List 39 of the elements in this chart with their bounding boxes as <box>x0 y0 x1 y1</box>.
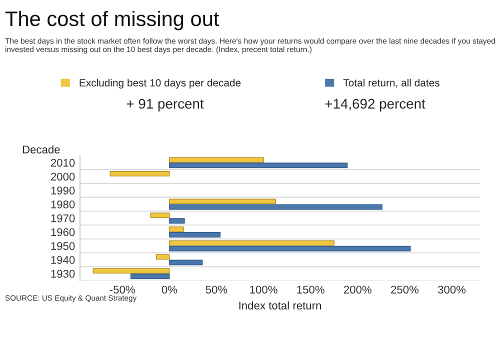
bar <box>92 268 170 274</box>
bar <box>169 240 334 246</box>
bar <box>169 232 221 238</box>
bar <box>110 170 170 176</box>
x-tick-label: 300% <box>438 286 466 294</box>
chart-title: The cost of missing out <box>5 10 220 30</box>
y-axis-title: Decade <box>22 145 60 154</box>
y-tick-label: 1930 <box>51 270 75 278</box>
x-tick-label: 0% <box>162 286 178 294</box>
text: +14,692 percent <box>325 98 426 112</box>
x-tick-label: 250% <box>391 286 419 294</box>
y-tick-label: 2010 <box>50 158 75 167</box>
bar <box>169 157 264 163</box>
x-axis-title: Index total return <box>239 301 321 310</box>
x-tick-label: 150% <box>297 286 324 294</box>
bar <box>156 254 170 260</box>
y-tick-label: 1940 <box>51 256 75 264</box>
y-tick-label: 1950 <box>51 242 75 250</box>
x-tick-label: 200% <box>344 286 372 294</box>
x-tick-label: 100% <box>250 286 278 294</box>
y-tick-label: 1960 <box>51 228 75 236</box>
bar <box>169 218 185 224</box>
legend-label: Excluding best 10 days per decade <box>80 78 241 89</box>
bar <box>169 260 203 266</box>
bar <box>169 162 348 168</box>
x-tick-label: -50% <box>110 286 135 294</box>
y-tick-label: 2000 <box>50 172 75 181</box>
y-tick-label: 1990 <box>51 186 75 194</box>
text: + 91 percent <box>126 98 204 112</box>
legend-label: Total return, all dates <box>343 78 440 88</box>
bar <box>169 204 382 210</box>
y-tick-label: 1970 <box>51 214 75 222</box>
y-tick-label: 1980 <box>51 200 75 208</box>
bar <box>169 226 184 232</box>
bar <box>150 212 170 218</box>
x-tick-label: 50% <box>206 286 228 294</box>
bar <box>169 198 276 204</box>
bar <box>169 246 411 252</box>
bar <box>130 274 170 280</box>
